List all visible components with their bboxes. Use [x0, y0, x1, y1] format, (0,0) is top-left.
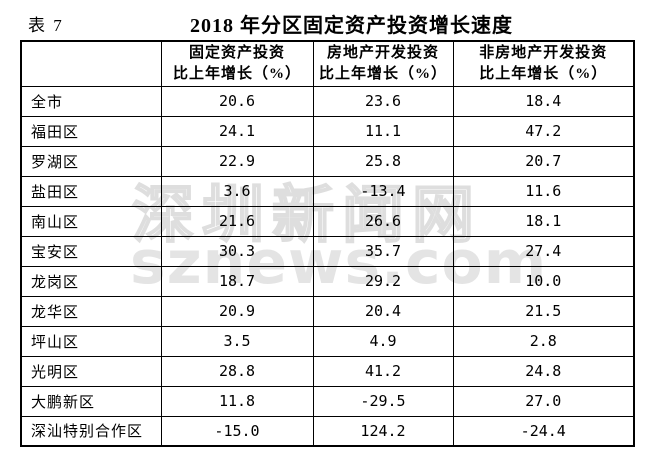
district-cell: 龙华区 — [20, 295, 162, 327]
header-row: 固定资产投资 比上年增长（%） 房地产开发投资 比上年增长（%） 非房地产开发投… — [20, 40, 635, 87]
value-cell: 23.6 — [312, 85, 454, 117]
value-cell: 41.2 — [312, 355, 454, 387]
value-cell: 21.6 — [160, 205, 314, 237]
district-cell: 南山区 — [20, 205, 162, 237]
table-row: 大鹏新区 11.8 -29.5 27.0 — [20, 385, 635, 417]
value-cell: -29.5 — [312, 385, 454, 417]
district-cell: 大鹏新区 — [20, 385, 162, 417]
table-row: 南山区 21.6 26.6 18.1 — [20, 205, 635, 237]
header-cell-non-real-estate-investment: 非房地产开发投资 比上年增长（%） — [452, 40, 635, 87]
value-cell: 2.8 — [452, 325, 635, 357]
value-cell: 18.7 — [160, 265, 314, 297]
table-row: 福田区 24.1 11.1 47.2 — [20, 115, 635, 147]
value-cell: 27.4 — [452, 235, 635, 267]
value-cell: 11.6 — [452, 175, 635, 207]
value-cell: 26.6 — [312, 205, 454, 237]
district-cell: 深汕特别合作区 — [20, 415, 162, 447]
value-cell: 21.5 — [452, 295, 635, 327]
value-cell: 20.9 — [160, 295, 314, 327]
value-cell: -13.4 — [312, 175, 454, 207]
value-cell: 124.2 — [312, 415, 454, 447]
value-cell: 29.2 — [312, 265, 454, 297]
header-cell-real-estate-investment: 房地产开发投资 比上年增长（%） — [312, 40, 454, 87]
value-cell: 4.9 — [312, 325, 454, 357]
header-line-2: 比上年增长（%） — [479, 65, 608, 82]
table-body: 全市 20.6 23.6 18.4 福田区 24.1 11.1 47.2 罗湖区 22.9 25.8… — [20, 85, 635, 447]
table-row: 罗湖区 22.9 25.8 20.7 — [20, 145, 635, 177]
district-cell: 坪山区 — [20, 325, 162, 357]
table-row: 全市 20.6 23.6 18.4 — [20, 85, 635, 117]
investment-growth-table: 固定资产投资 比上年增长（%） 房地产开发投资 比上年增长（%） 非房地产开发投… — [20, 40, 635, 447]
table-row: 龙华区 20.9 20.4 21.5 — [20, 295, 635, 327]
header-line-2: 比上年增长（%） — [318, 65, 447, 82]
value-cell: -15.0 — [160, 415, 314, 447]
table-row: 盐田区 3.6 -13.4 11.6 — [20, 175, 635, 207]
value-cell: 35.7 — [312, 235, 454, 267]
value-cell: 22.9 — [160, 145, 314, 177]
district-cell: 福田区 — [20, 115, 162, 147]
value-cell: 27.0 — [452, 385, 635, 417]
value-cell: 11.1 — [312, 115, 454, 147]
value-cell: 10.0 — [452, 265, 635, 297]
value-cell: 3.6 — [160, 175, 314, 207]
value-cell: 18.4 — [452, 85, 635, 117]
value-cell: 18.1 — [452, 205, 635, 237]
district-cell: 光明区 — [20, 355, 162, 387]
table-number-label: 表 7 — [28, 16, 64, 35]
header-cell-fixed-asset-investment: 固定资产投资 比上年增长（%） — [160, 40, 314, 87]
value-cell: 11.8 — [160, 385, 314, 417]
table-row: 光明区 28.8 41.2 24.8 — [20, 355, 635, 387]
value-cell: 30.3 — [160, 235, 314, 267]
district-cell: 盐田区 — [20, 175, 162, 207]
header-line-1: 房地产开发投资 — [326, 44, 439, 61]
table-row: 坪山区 3.5 4.9 2.8 — [20, 325, 635, 357]
table-title: 2018 年分区固定资产投资增长速度 — [190, 15, 513, 37]
table-row: 龙岗区 18.7 29.2 10.0 — [20, 265, 635, 297]
value-cell: 24.8 — [452, 355, 635, 387]
value-cell: 24.1 — [160, 115, 314, 147]
district-cell: 龙岗区 — [20, 265, 162, 297]
value-cell: 47.2 — [452, 115, 635, 147]
district-cell: 宝安区 — [20, 235, 162, 267]
district-cell: 全市 — [20, 85, 162, 117]
value-cell: 25.8 — [312, 145, 454, 177]
value-cell: 28.8 — [160, 355, 314, 387]
table-area: 深圳新闻网 sznews.com 固定资产投资 比上年增长（%） 房地产开 — [20, 40, 635, 448]
table-row: 宝安区 30.3 35.7 27.4 — [20, 235, 635, 267]
header-line-1: 固定资产投资 — [188, 44, 285, 61]
header-line-1: 非房地产开发投资 — [479, 44, 608, 61]
district-cell: 罗湖区 — [20, 145, 162, 177]
caption-row: 表 7 2018 年分区固定资产投资增长速度 — [0, 0, 661, 40]
value-cell: -24.4 — [452, 415, 635, 447]
value-cell: 20.6 — [160, 85, 314, 117]
value-cell: 3.5 — [160, 325, 314, 357]
value-cell: 20.7 — [452, 145, 635, 177]
value-cell: 20.4 — [312, 295, 454, 327]
table-row: 深汕特别合作区 -15.0 124.2 -24.4 — [20, 415, 635, 447]
header-line-2: 比上年增长（%） — [172, 65, 301, 82]
header-cell-district — [20, 40, 162, 87]
